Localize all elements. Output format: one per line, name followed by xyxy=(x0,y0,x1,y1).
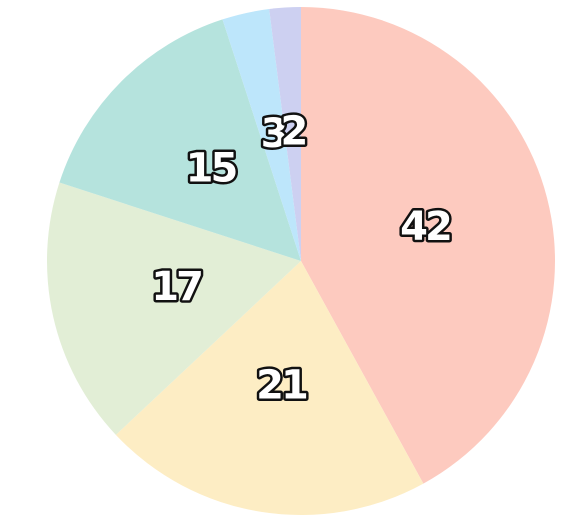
pie-slice xyxy=(269,7,301,261)
pie-slice xyxy=(301,7,556,484)
pie-slice xyxy=(46,182,301,435)
data-label: 17 xyxy=(151,264,201,310)
data-label: 15 xyxy=(186,145,237,191)
pie-slice xyxy=(115,261,424,515)
pie-slice xyxy=(222,9,301,261)
data-label: 42 xyxy=(400,204,450,250)
data-label: 21 xyxy=(256,362,307,408)
data-label: 2 xyxy=(281,108,306,154)
pie-slice xyxy=(59,19,302,262)
